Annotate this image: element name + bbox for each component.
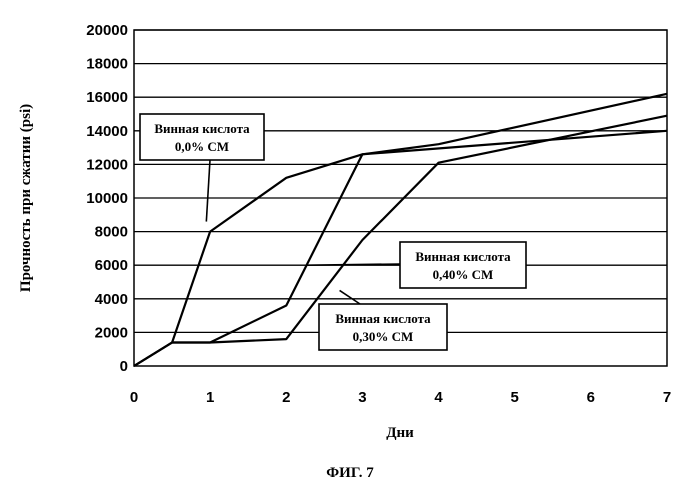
x-tick-label: 3 <box>358 389 366 406</box>
x-tick-label: 4 <box>434 389 443 406</box>
y-tick-label: 2000 <box>95 324 128 341</box>
y-tick-label: 10000 <box>86 190 128 207</box>
x-tick-label: 0 <box>130 389 138 406</box>
x-axis-title: Дни <box>386 425 414 441</box>
x-tick-label: 5 <box>511 389 519 406</box>
y-tick-label: 6000 <box>95 257 128 274</box>
y-tick-label: 14000 <box>86 123 128 140</box>
x-tick-label: 7 <box>663 389 671 406</box>
y-tick-labels: 0 2000 4000 6000 8000 10000 12000 14000 16000 180… <box>86 22 128 375</box>
figure-caption: ФИГ. 7 <box>326 465 374 481</box>
y-tick-label: 4000 <box>95 291 128 308</box>
callout-label-line2: 0,30% СМ <box>353 329 414 344</box>
x-tick-label: 2 <box>282 389 290 406</box>
y-axis-title: Прочность при сжатии (psi) <box>18 104 34 292</box>
y-tick-label: 16000 <box>86 89 128 106</box>
callout-label-line2: 0,0% СМ <box>175 139 229 154</box>
x-tick-label: 1 <box>206 389 214 406</box>
x-tick-labels: 0 1 2 3 4 5 6 7 <box>130 389 671 406</box>
callout-leader-line <box>340 290 360 304</box>
y-tick-label: 18000 <box>86 56 128 73</box>
callout-label-line1: Винная кислота <box>335 311 431 326</box>
callout-leader-line <box>206 160 210 222</box>
y-tick-label: 8000 <box>95 224 128 241</box>
y-tick-label: 20000 <box>86 22 128 39</box>
callout-label-line1: Винная кислота <box>154 121 250 136</box>
y-tick-label: 12000 <box>86 156 128 173</box>
callout-c40: Винная кислота 0,40% СМ <box>307 242 526 288</box>
y-tick-label: 0 <box>120 358 128 375</box>
callout-label-line2: 0,40% СМ <box>433 267 494 282</box>
x-tick-label: 6 <box>587 389 595 406</box>
callout-label-line1: Винная кислота <box>415 249 511 264</box>
